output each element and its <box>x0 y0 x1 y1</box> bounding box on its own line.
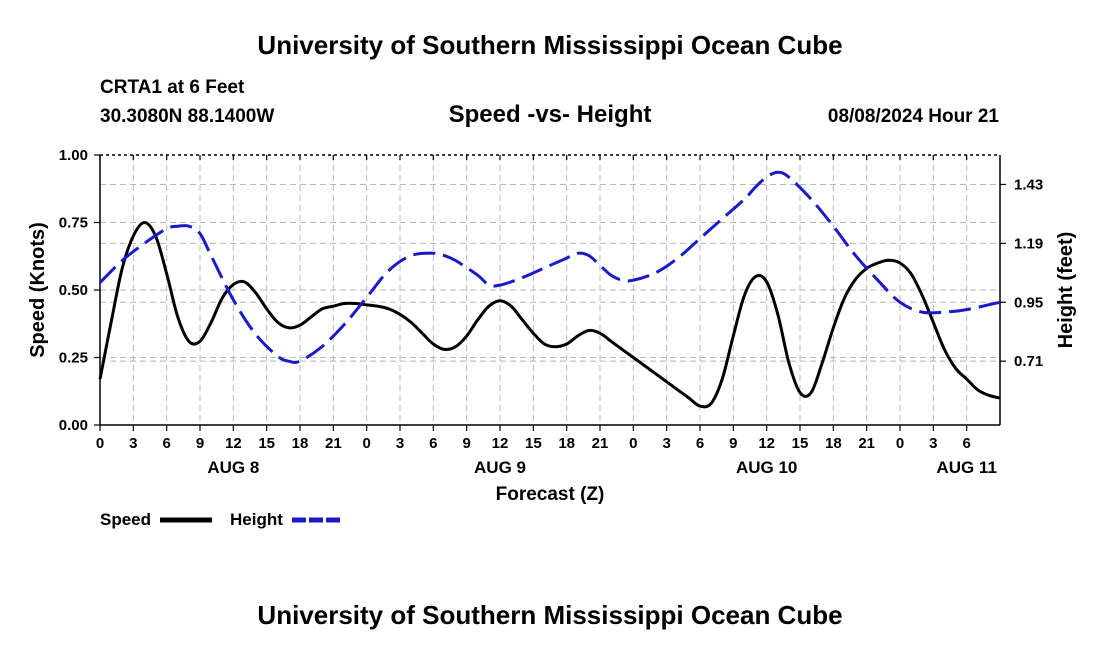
date-label: AUG 8 <box>207 458 259 477</box>
speed-series-line <box>98 221 1001 409</box>
height-series-line <box>98 170 1001 364</box>
x-tick-label: 3 <box>129 435 137 452</box>
y2-tick-label: 1.19 <box>1014 235 1043 252</box>
footer-title: University of Southern Mississippi Ocean… <box>257 600 843 630</box>
x-tick-label: 18 <box>825 435 842 452</box>
x-tick-label: 0 <box>362 435 370 452</box>
date-label: AUG 9 <box>474 458 526 477</box>
y-tick-label: 0.75 <box>59 215 88 232</box>
main-title: University of Southern Mississippi Ocean… <box>257 30 843 60</box>
forecast-date: 08/08/2024 Hour 21 <box>827 106 999 127</box>
x-tick-label: 3 <box>396 435 404 452</box>
y-tick-label: 1.00 <box>59 147 88 164</box>
x-tick-label: 9 <box>729 435 737 452</box>
x-tick-label: 3 <box>929 435 937 452</box>
y-tick-label: 0.25 <box>59 350 88 367</box>
y-axis-title: Speed (Knots) <box>27 222 49 358</box>
legend-label-height: Height <box>230 510 283 529</box>
y2-tick-label: 0.95 <box>1014 294 1043 311</box>
x-tick-label: 21 <box>325 435 342 452</box>
x-tick-label: 21 <box>858 435 875 452</box>
x-tick-label: 12 <box>758 435 775 452</box>
x-tick-label: 0 <box>629 435 637 452</box>
x-tick-label: 15 <box>792 435 809 452</box>
x-axis-title: Forecast (Z) <box>496 484 605 505</box>
x-tick-label: 21 <box>592 435 609 452</box>
x-tick-label: 0 <box>896 435 904 452</box>
x-tick-label: 9 <box>462 435 470 452</box>
x-tick-label: 15 <box>258 435 275 452</box>
station-coords: 30.3080N 88.1400W <box>100 106 275 127</box>
x-tick-label: 0 <box>96 435 104 452</box>
x-tick-label: 6 <box>162 435 170 452</box>
x-tick-label: 6 <box>696 435 704 452</box>
date-label: AUG 11 <box>936 458 996 477</box>
y2-tick-label: 0.71 <box>1014 353 1043 370</box>
chart-title: Speed -vs- Height <box>448 101 652 128</box>
x-tick-label: 12 <box>225 435 242 452</box>
y2-axis-title: Height (feet) <box>1055 232 1077 349</box>
x-tick-label: 12 <box>492 435 509 452</box>
x-tick-label: 15 <box>525 435 542 452</box>
x-tick-label: 9 <box>196 435 204 452</box>
x-tick-label: 18 <box>558 435 575 452</box>
station-label: CRTA1 at 6 Feet <box>100 77 245 98</box>
y-tick-label: 0.00 <box>59 417 88 434</box>
x-tick-label: 6 <box>962 435 970 452</box>
date-label: AUG 10 <box>736 458 797 477</box>
y-tick-label: 0.50 <box>59 282 88 299</box>
x-tick-label: 3 <box>662 435 670 452</box>
x-tick-label: 18 <box>292 435 309 452</box>
x-tick-label: 6 <box>429 435 437 452</box>
legend-label-speed: Speed <box>100 510 151 529</box>
y2-tick-label: 1.43 <box>1014 176 1043 193</box>
